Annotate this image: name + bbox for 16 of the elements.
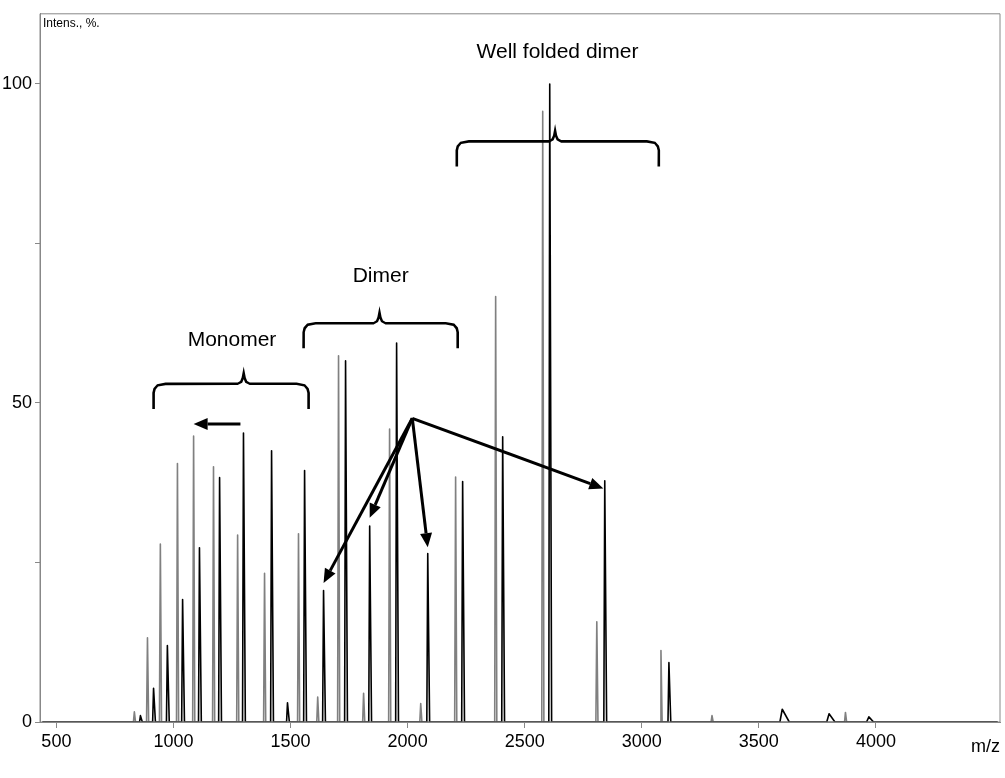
y-tick-label: 50 — [11, 391, 32, 412]
annotation: Dimer — [352, 262, 409, 286]
y-tick-label: 100 — [1, 72, 32, 93]
x-tick-label: 3000 — [621, 730, 662, 751]
x-tick-label: 3500 — [738, 730, 779, 751]
x-tick-label: 1500 — [270, 730, 311, 751]
annotation: Monomer — [187, 326, 277, 350]
x-axis-title: m/z — [971, 735, 1000, 756]
x-tick-label: 4000 — [855, 730, 896, 751]
x-tick-label: 2000 — [387, 730, 428, 751]
x-tick-label: 2500 — [504, 730, 545, 751]
x-tick-label: 1000 — [153, 730, 194, 751]
annotation: Well folded dimer — [476, 39, 639, 63]
y-tick-label: 0 — [21, 710, 32, 731]
y-axis-title: Intens., %. — [43, 16, 100, 31]
x-tick-label: 500 — [41, 730, 72, 751]
